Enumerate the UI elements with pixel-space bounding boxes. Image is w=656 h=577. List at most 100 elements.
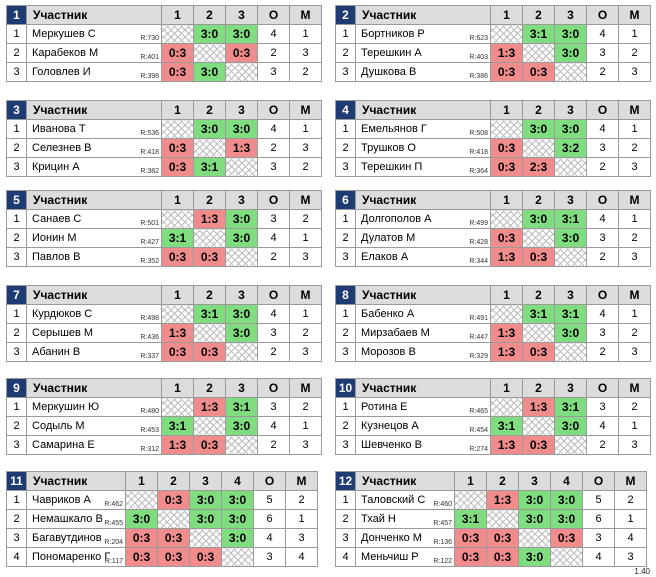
participant-rating: R:398 — [140, 73, 159, 80]
match-result: 3:0 — [221, 509, 254, 529]
match-result: 3:1 — [454, 509, 487, 529]
match-result: 3:0 — [225, 228, 258, 248]
participant-place: 1 — [289, 416, 322, 436]
self-match-cell — [522, 228, 555, 248]
participant-name-cell: Меркушин Ю R:480 — [26, 397, 162, 417]
participant-place: 3 — [289, 342, 322, 362]
opponent-column-header: 2 — [486, 471, 519, 491]
participant-rating: R:136 — [433, 539, 452, 546]
place-header: М — [289, 100, 322, 120]
participant-name: Меркушин Ю — [32, 401, 100, 414]
participant-name: Крицин А — [32, 161, 80, 174]
group-table-2: 2 Участник 1 2 3 О М 1 Бортников Р R:623 3:1 3:0 4 1 2… — [335, 5, 651, 82]
self-match-cell — [225, 342, 258, 362]
participant-name: Курдюков С — [32, 308, 93, 321]
participant-name-cell: Дулатов М R:428 — [355, 228, 491, 248]
participant-row: 2 Трушков О R:418 0:3 3:2 3 2 — [335, 138, 651, 158]
participant-name: Бортников Р — [361, 28, 425, 41]
participant-header: Участник — [355, 285, 491, 305]
points-header: О — [586, 5, 619, 25]
seed-number: 3 — [6, 528, 27, 548]
participant-place: 3 — [289, 43, 322, 63]
group-table-4: 4 Участник 1 2 3 О М 1 Емельянов Г R:508 3:0 3:0 4 1 2… — [335, 100, 651, 177]
participant-points: 3 — [257, 209, 290, 229]
group-header-row: 10 Участник 1 2 3 О М — [335, 378, 651, 398]
participant-place: 1 — [618, 24, 651, 44]
participant-name-cell: Самарина Е R:312 — [26, 435, 162, 455]
participant-place: 1 — [618, 209, 651, 229]
match-result: 0:3 — [454, 528, 487, 548]
participant-row: 2 Кузнецов А R:454 3:1 3:0 4 1 — [335, 416, 651, 436]
participant-name-cell: Курдюков С R:498 — [26, 304, 162, 324]
seed-number: 4 — [335, 547, 356, 567]
participant-name: Емельянов Г — [361, 123, 427, 136]
participant-name-cell: Крицин А R:382 — [26, 157, 162, 177]
participant-rating: R:403 — [469, 54, 488, 61]
seed-number: 2 — [6, 43, 27, 63]
participant-rating: R:122 — [433, 558, 452, 565]
participant-points: 6 — [253, 509, 286, 529]
self-match-cell — [486, 509, 519, 529]
participant-name: Морозов В — [361, 346, 416, 359]
match-result: 1:3 — [193, 209, 226, 229]
match-result: 1:3 — [225, 138, 258, 158]
match-result: 0:3 — [490, 62, 523, 82]
participant-points: 3 — [257, 157, 290, 177]
seed-number: 1 — [335, 397, 356, 417]
opponent-column-header: 1 — [125, 471, 158, 491]
match-result: 3:1 — [161, 416, 194, 436]
participant-rating: R:465 — [469, 408, 488, 415]
group-table-8: 8 Участник 1 2 3 О М 1 Бабенко А R:491 3:1 3:1 4 1 2 Ми… — [335, 285, 651, 362]
opponent-column-header: 1 — [490, 190, 523, 210]
participant-name: Елаков А — [361, 251, 409, 264]
self-match-cell — [225, 435, 258, 455]
match-result: 0:3 — [193, 435, 226, 455]
participant-rating: R:418 — [140, 149, 159, 156]
participant-rating: R:329 — [469, 353, 488, 360]
match-result: 3:1 — [225, 397, 258, 417]
participant-rating: R:418 — [469, 149, 488, 156]
participant-name: Шевченко В — [361, 439, 422, 452]
match-result: 3:1 — [554, 209, 587, 229]
match-result: 3:0 — [189, 509, 222, 529]
match-result: 3:0 — [193, 24, 226, 44]
match-result: 1:3 — [490, 342, 523, 362]
seed-number: 3 — [335, 247, 356, 267]
participant-name-cell: Иванова Т R:536 — [26, 119, 162, 139]
self-match-cell — [225, 62, 258, 82]
participant-points: 3 — [257, 62, 290, 82]
participant-rating: R:428 — [469, 239, 488, 246]
match-result: 0:3 — [161, 342, 194, 362]
participant-points: 3 — [586, 43, 619, 63]
self-match-cell — [125, 490, 158, 510]
seed-number: 2 — [6, 228, 27, 248]
participant-row: 3 Донченко М R:136 0:3 0:3 0:3 3 4 — [335, 528, 647, 548]
participant-place: 2 — [285, 490, 318, 510]
participant-points: 4 — [253, 528, 286, 548]
match-result: 1:3 — [522, 397, 555, 417]
self-match-cell — [161, 304, 194, 324]
opponent-column-header: 3 — [554, 100, 587, 120]
participant-row: 4 Пономаренко Г R:117 0:3 0:3 0:3 3 4 — [6, 547, 318, 567]
participant-points: 3 — [586, 138, 619, 158]
participant-points: 2 — [586, 435, 619, 455]
opponent-column-header: 1 — [161, 5, 194, 25]
participant-rating: R:455 — [104, 520, 123, 527]
self-match-cell — [161, 397, 194, 417]
seed-number: 3 — [6, 247, 27, 267]
participant-header: Участник — [26, 285, 162, 305]
seed-number: 2 — [6, 138, 27, 158]
participant-place: 1 — [289, 119, 322, 139]
seed-number: 2 — [335, 323, 356, 343]
participant-name: Багавутдинов — [32, 532, 102, 545]
group-number: 4 — [335, 100, 356, 120]
match-result: 3:1 — [193, 157, 226, 177]
participant-place: 4 — [285, 547, 318, 567]
match-result: 0:3 — [161, 138, 194, 158]
participant-name: Кузнецов А — [361, 420, 419, 433]
seed-number: 3 — [6, 157, 27, 177]
match-result: 3:1 — [522, 24, 555, 44]
opponent-column-header: 3 — [189, 471, 222, 491]
self-match-cell — [193, 43, 226, 63]
participant-name: Трушков О — [361, 142, 416, 155]
